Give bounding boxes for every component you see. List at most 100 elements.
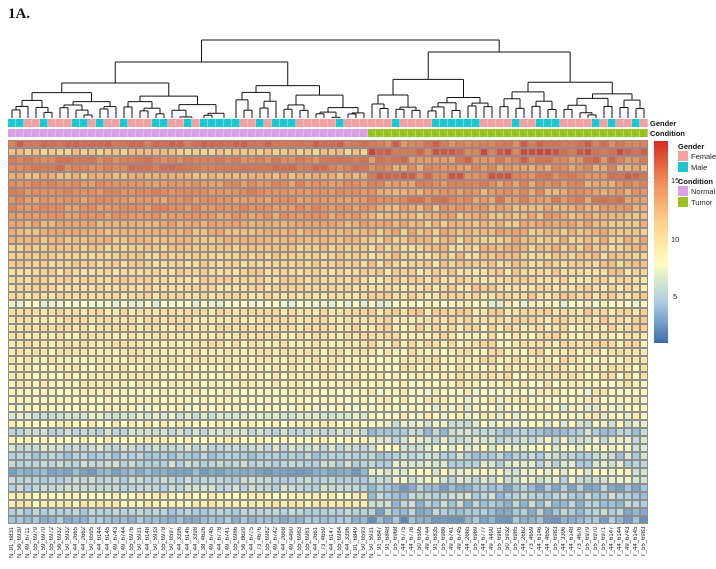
- heatmap-cell: [536, 500, 544, 508]
- heatmap-cell: [560, 388, 568, 396]
- heatmap-cell: [408, 148, 416, 156]
- heatmap-cell: [520, 292, 528, 300]
- heatmap-cell: [440, 468, 448, 476]
- heatmap-cell: [88, 484, 96, 492]
- heatmap-cell: [24, 444, 32, 452]
- heatmap-cell: [368, 172, 376, 180]
- heatmap-cell: [464, 364, 472, 372]
- heatmap-cell: [88, 212, 96, 220]
- heatmap-cell: [48, 428, 56, 436]
- heatmap-cell: [592, 220, 600, 228]
- heatmap-cell: [448, 348, 456, 356]
- heatmap-cell: [328, 156, 336, 164]
- heatmap-cell: [296, 420, 304, 428]
- heatmap-cell: [320, 452, 328, 460]
- heatmap-cell: [472, 236, 480, 244]
- heatmap-cell: [288, 340, 296, 348]
- heatmap-cell: [320, 212, 328, 220]
- heatmap-cell: [104, 380, 112, 388]
- heatmap-cell: [88, 492, 96, 500]
- condition-cell: [352, 129, 360, 137]
- heatmap-cell: [528, 324, 536, 332]
- heatmap-cell: [264, 156, 272, 164]
- heatmap-cell: [8, 284, 16, 292]
- heatmap-cell: [240, 268, 248, 276]
- heatmap-cell: [640, 188, 648, 196]
- heatmap-cell: [536, 172, 544, 180]
- heatmap-cell: [104, 476, 112, 484]
- heatmap-cell: [560, 188, 568, 196]
- heatmap-cell: [640, 252, 648, 260]
- heatmap-cell: [368, 148, 376, 156]
- heatmap-cell: [376, 236, 384, 244]
- heatmap-cell: [64, 252, 72, 260]
- heatmap-cell: [72, 220, 80, 228]
- heatmap-cell: [384, 284, 392, 292]
- heatmap-cell: [392, 316, 400, 324]
- heatmap-cell: [432, 276, 440, 284]
- heatmap-cell: [64, 316, 72, 324]
- heatmap-cell: [16, 140, 24, 148]
- colorbar-tick-15: 15: [671, 176, 680, 185]
- heatmap-cell: [328, 492, 336, 500]
- heatmap-cell: [48, 156, 56, 164]
- sample-label: N_44_6778: [217, 527, 223, 559]
- heatmap-cell: [152, 188, 160, 196]
- heatmap-cell: [304, 180, 312, 188]
- heatmap-cell: [368, 348, 376, 356]
- sample-label: T_49_6744: [425, 527, 431, 558]
- heatmap-cell: [88, 292, 96, 300]
- heatmap-cell: [632, 268, 640, 276]
- heatmap-cell: [376, 404, 384, 412]
- heatmap-cell: [192, 236, 200, 244]
- gender-cell: [544, 119, 552, 127]
- heatmap-cell: [112, 188, 120, 196]
- heatmap-cell: [368, 196, 376, 204]
- heatmap-cell: [568, 188, 576, 196]
- heatmap-cell: [304, 476, 312, 484]
- heatmap-cell: [512, 292, 520, 300]
- heatmap-cell: [216, 196, 224, 204]
- heatmap-cell: [608, 516, 616, 524]
- heatmap-cell: [128, 172, 136, 180]
- heatmap-cell: [464, 492, 472, 500]
- heatmap-cell: [72, 492, 80, 500]
- heatmap-cell: [64, 452, 72, 460]
- heatmap-cell: [504, 188, 512, 196]
- heatmap-cell: [600, 196, 608, 204]
- condition-cell: [376, 129, 384, 137]
- heatmap-cell: [104, 148, 112, 156]
- heatmap-cell: [224, 164, 232, 172]
- heatmap-cell: [104, 436, 112, 444]
- heatmap-cell: [488, 140, 496, 148]
- heatmap-cell: [448, 340, 456, 348]
- heatmap-cell: [64, 164, 72, 172]
- heatmap-cell: [120, 516, 128, 524]
- heatmap-cell: [584, 164, 592, 172]
- condition-cell: [80, 129, 88, 137]
- heatmap-cell: [40, 228, 48, 236]
- heatmap-cell: [192, 332, 200, 340]
- heatmap-cell: [184, 332, 192, 340]
- heatmap-cell: [280, 420, 288, 428]
- heatmap-cell: [376, 364, 384, 372]
- heatmap-cell: [320, 204, 328, 212]
- heatmap-cell: [488, 332, 496, 340]
- heatmap-cell: [536, 340, 544, 348]
- heatmap-cell: [640, 388, 648, 396]
- heatmap-cell: [424, 228, 432, 236]
- heatmap-cell: [632, 260, 640, 268]
- figure-label: 1A.: [8, 6, 31, 22]
- heatmap-cell: [192, 388, 200, 396]
- heatmap-cell: [16, 356, 24, 364]
- heatmap-cell: [256, 156, 264, 164]
- heatmap-cell: [544, 364, 552, 372]
- heatmap-cell: [176, 292, 184, 300]
- heatmap-cell: [592, 164, 600, 172]
- heatmap-cell: [48, 228, 56, 236]
- heatmap-cell: [416, 196, 424, 204]
- heatmap-cell: [368, 420, 376, 428]
- heatmap-cell: [200, 188, 208, 196]
- heatmap-cell: [24, 276, 32, 284]
- heatmap-cell: [360, 268, 368, 276]
